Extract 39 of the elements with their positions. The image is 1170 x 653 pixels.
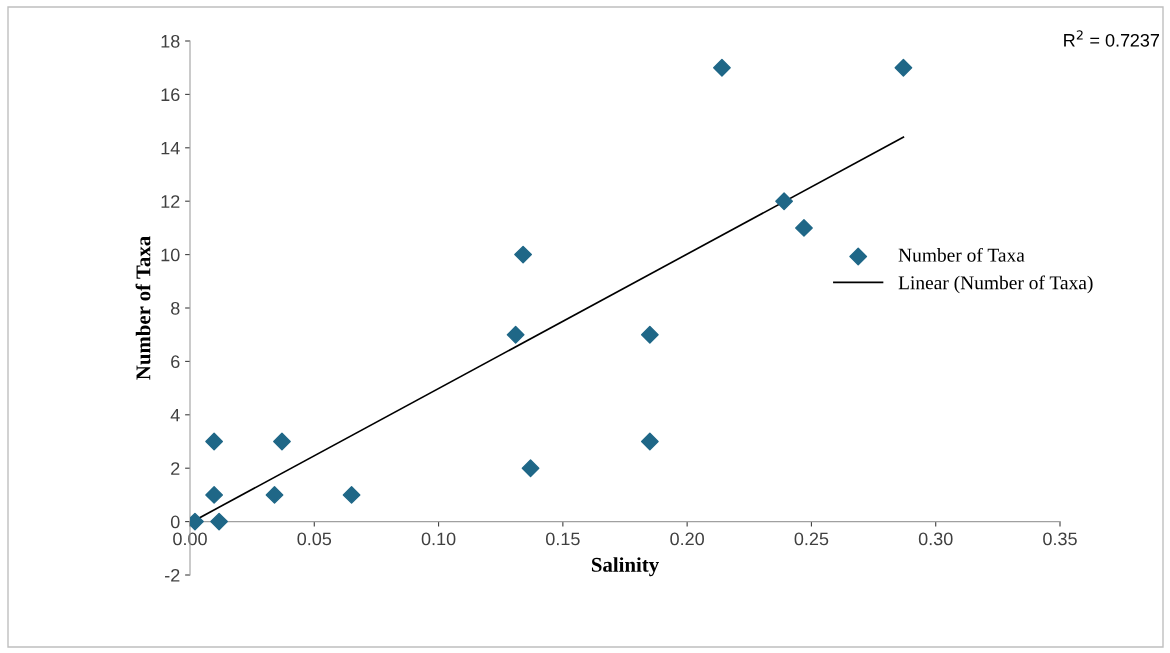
point	[640, 432, 659, 451]
x-tick-label: 0.20	[670, 532, 705, 546]
point	[775, 192, 793, 211]
point	[273, 432, 291, 451]
point	[514, 245, 532, 264]
point	[894, 58, 913, 77]
y-tick-label: 4	[170, 408, 180, 422]
y-tick-label: 10	[161, 248, 180, 262]
x-tick-label: 0.25	[794, 532, 829, 546]
y-tick-label: 18	[161, 34, 180, 48]
y-tick-label: 14	[161, 141, 180, 155]
y-tick-label: 0	[170, 515, 180, 529]
point	[795, 218, 813, 237]
y-tick-label: -2	[165, 568, 180, 582]
x-tick-label: 0.10	[421, 532, 456, 546]
point	[713, 58, 731, 77]
point	[205, 432, 224, 451]
x-tick-label: 0.00	[173, 532, 207, 546]
x-tick-label: 0.05	[297, 532, 332, 546]
y-axis-title: Number of Taxa	[135, 236, 151, 380]
legend-label: Linear (Number of Taxa)	[898, 275, 1093, 294]
point	[210, 512, 228, 531]
point	[506, 325, 525, 344]
y-tick-label: 8	[171, 301, 180, 315]
x-tick-label: 0.30	[918, 532, 953, 546]
point	[640, 325, 659, 344]
y-tick-label: 16	[161, 88, 180, 102]
text: R$^{2}$ = 0.7237	[1064, 30, 1160, 47]
point	[342, 485, 361, 504]
y-tick-label: 6	[171, 355, 180, 369]
legend-label: Number of Taxa	[898, 247, 1025, 262]
y-tick-label: 12	[161, 195, 180, 208]
y-tick-label: 2	[171, 462, 180, 475]
point	[265, 485, 284, 504]
x-tick-label: 0.15	[545, 532, 580, 546]
point	[205, 485, 224, 504]
x-tick-label: 0.35	[1043, 532, 1077, 546]
x-axis-title: Salinity	[591, 557, 659, 577]
point	[521, 459, 540, 478]
